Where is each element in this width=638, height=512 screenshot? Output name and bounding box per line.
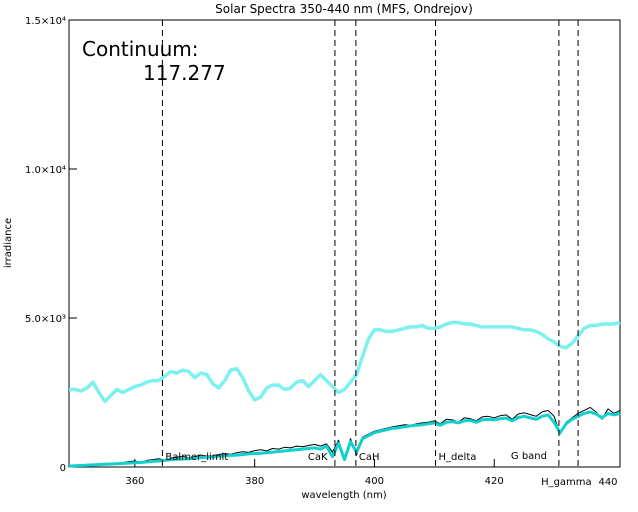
feature-label: CaK	[308, 452, 328, 463]
series-line-continuum	[69, 320, 621, 404]
y-tick-label: 0	[60, 463, 66, 474]
feature-lines: Balmer_limit CaK CaH H_delta G band H_gamma	[161, 20, 592, 488]
y-tick-label: 5.0×10³	[25, 314, 66, 325]
x-tick-label: 420	[485, 476, 504, 487]
x-tick-label: 400	[365, 476, 384, 487]
y-tick-label: 1.5×10⁴	[25, 16, 66, 27]
plot-frame	[68, 19, 621, 468]
feature-label: Balmer_limit	[165, 452, 228, 463]
feature-label: H_delta	[439, 452, 477, 463]
x-tick-label: 380	[245, 476, 264, 487]
feature-label: CaH	[359, 452, 380, 463]
continuum-label: Continuum:	[82, 37, 199, 61]
series-layer	[68, 320, 621, 468]
x-axis-label: wavelength (nm)	[301, 490, 386, 501]
y-axis-label: irradiance	[3, 218, 14, 268]
right-edge-label: 440	[598, 477, 617, 488]
y-tick-label: 1.0×10⁴	[25, 165, 66, 176]
x-tick-label: 360	[125, 476, 144, 487]
continuum-value: 117.277	[143, 61, 226, 85]
x-ticks: 360 380 400 420	[125, 459, 504, 487]
feature-label: G band	[511, 451, 547, 462]
series-line-fit	[68, 410, 621, 468]
feature-label: H_gamma	[541, 477, 592, 488]
chart-title: Solar Spectra 350-440 nm (MFS, Ondrejov)	[215, 2, 473, 16]
